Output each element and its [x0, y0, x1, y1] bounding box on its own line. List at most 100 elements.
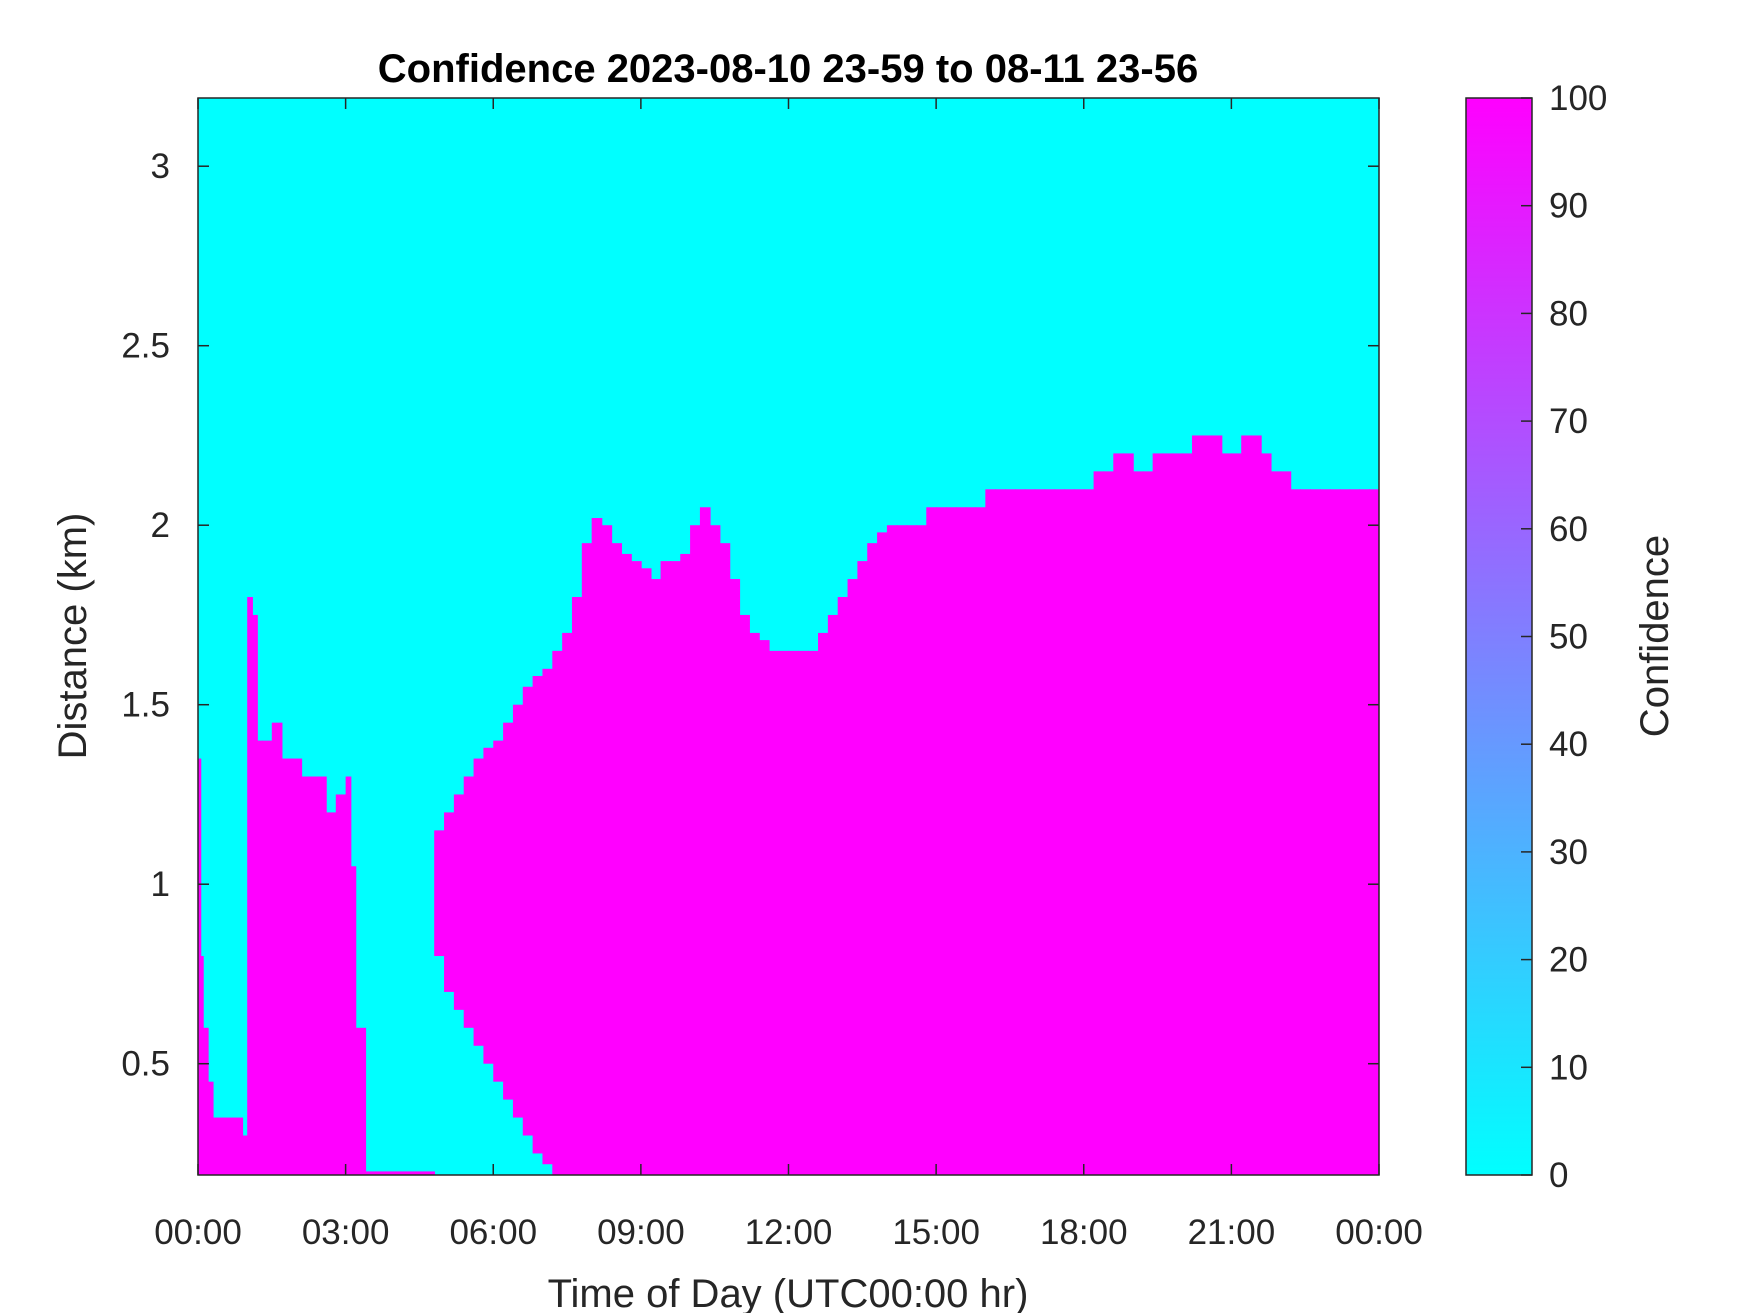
- heatmap-cell: [709, 525, 721, 1175]
- heatmap-cell: [1221, 453, 1233, 1175]
- heatmap-cell: [562, 632, 573, 1175]
- heatmap-cell: [699, 507, 711, 1175]
- heatmap-cell: [503, 722, 514, 1100]
- heatmap-cell: [1349, 489, 1361, 1175]
- heatmap-cell: [778, 650, 790, 1175]
- heatmap-cell: [837, 597, 849, 1175]
- heatmap-cell: [247, 597, 253, 1175]
- colorbar-tick-label: 10: [1549, 1048, 1588, 1087]
- heatmap-cell: [660, 561, 672, 1175]
- heatmap-cell: [1064, 489, 1075, 1175]
- colorbar-tick-label: 90: [1549, 187, 1588, 226]
- heatmap-cell: [985, 489, 996, 1175]
- heatmap-cell: [640, 568, 652, 1175]
- heatmap-cell: [571, 597, 583, 1175]
- heatmap-cell: [325, 812, 337, 1175]
- heatmap-cell: [321, 776, 327, 1175]
- colorbar-tick-label: 80: [1549, 294, 1588, 333]
- heatmap-cell: [847, 579, 859, 1175]
- x-axis: 00:00 03:00 06:00 09:00 12:00 15:00 18:00 21:00…: [154, 98, 1423, 1252]
- heatmap-cell: [621, 553, 632, 1175]
- heatmap-cell: [232, 1117, 244, 1175]
- y-tick-label: 3: [151, 147, 170, 186]
- heatmap-cell: [394, 1171, 406, 1175]
- y-tick-label: 2: [151, 506, 170, 545]
- heatmap-cell: [650, 579, 662, 1175]
- heatmap-cell: [1123, 453, 1134, 1175]
- y-tick-label: 1.5: [121, 686, 170, 725]
- heatmap-cell: [522, 686, 534, 1136]
- heatmap-cell: [1182, 453, 1193, 1175]
- heatmap-cell: [611, 543, 622, 1175]
- heatmap-cell: [1310, 489, 1321, 1175]
- x-tick-label: 12:00: [745, 1213, 833, 1252]
- heatmap-cell: [739, 614, 750, 1175]
- heatmap-cell: [1005, 489, 1016, 1175]
- heatmap-cell: [424, 1171, 435, 1175]
- heatmap-cell: [1319, 489, 1331, 1175]
- heatmap-cell: [1251, 435, 1262, 1175]
- heatmap-cell: [493, 740, 504, 1082]
- heatmap-cell: [719, 543, 731, 1175]
- heatmap-cell: [350, 866, 357, 1175]
- colorbar-tick-label: 60: [1549, 510, 1588, 549]
- chart-title: Confidence 2023-08-10 23-59 to 08-11 23-…: [378, 47, 1198, 91]
- heatmap-cell: [1162, 453, 1174, 1175]
- heatmap-cell: [690, 525, 701, 1175]
- y-axis-label: Distance (km): [51, 513, 95, 760]
- heatmap-cell: [532, 675, 544, 1154]
- y-tick-label: 0.5: [121, 1045, 170, 1084]
- heatmap-cell: [552, 650, 563, 1175]
- heatmap-cell: [1201, 435, 1213, 1175]
- heatmap-cell: [1231, 453, 1243, 1175]
- heatmap-cell: [631, 561, 642, 1175]
- heatmap-cell: [453, 794, 465, 1010]
- heatmap-cell: [222, 1117, 234, 1175]
- y-tick-label: 1: [151, 865, 170, 904]
- y-tick-label: 2.5: [121, 327, 170, 366]
- heatmap-cell: [1241, 435, 1252, 1175]
- heatmap-cell: [212, 1117, 224, 1175]
- heatmap-cell: [936, 507, 947, 1175]
- heatmap-cell: [252, 614, 258, 1175]
- heatmap-cell: [1329, 489, 1341, 1175]
- heatmap-cell: [463, 776, 475, 1028]
- heatmap-cell: [670, 561, 682, 1175]
- heatmap-cell: [1192, 435, 1203, 1175]
- heatmap-cell: [542, 668, 554, 1165]
- heatmap-cell: [1132, 471, 1144, 1175]
- heatmap-cell: [198, 758, 202, 1175]
- x-tick-label: 06:00: [449, 1213, 537, 1252]
- colorbar-label: Confidence: [1633, 535, 1677, 737]
- heatmap-cell: [404, 1171, 416, 1175]
- heatmap-cell: [444, 812, 455, 992]
- heatmap-cell: [1093, 471, 1105, 1175]
- heatmap-cell: [375, 1171, 386, 1175]
- y-axis: 0.5 1 1.5 2 2.5 3: [121, 147, 1379, 1084]
- heatmap-cell: [200, 956, 204, 1175]
- heatmap-cell: [758, 640, 770, 1175]
- heatmap-cell: [926, 507, 937, 1175]
- heatmap-cell: [1260, 453, 1272, 1175]
- heatmap-cell: [355, 1027, 367, 1175]
- heatmap-cell: [955, 507, 967, 1175]
- heatmap-cell: [1280, 471, 1292, 1175]
- heatmap-cell: [906, 525, 918, 1175]
- heatmap-cell: [291, 758, 303, 1175]
- x-tick-label: 00:00: [1335, 1213, 1423, 1252]
- heatmap-cell: [601, 525, 613, 1175]
- heatmap-cell: [680, 553, 691, 1175]
- heatmap-cell: [1172, 453, 1183, 1175]
- colorbar-tick-label: 70: [1549, 402, 1588, 441]
- heatmap-cell: [271, 722, 283, 1175]
- heatmap-cell: [414, 1171, 426, 1175]
- colorbar-tick-label: 50: [1549, 618, 1588, 657]
- heatmap-cell: [729, 579, 741, 1175]
- heatmap-cell: [1044, 489, 1056, 1175]
- heatmap-cell: [1339, 489, 1351, 1175]
- colorbar-ticks: 0 10 20 30 40 50 60 70 80 90 100: [1521, 79, 1607, 1195]
- x-axis-label: Time of Day (UTC00:00 hr): [548, 1272, 1029, 1313]
- heatmap-cell: [1211, 435, 1223, 1175]
- heatmap-cell: [1290, 489, 1302, 1175]
